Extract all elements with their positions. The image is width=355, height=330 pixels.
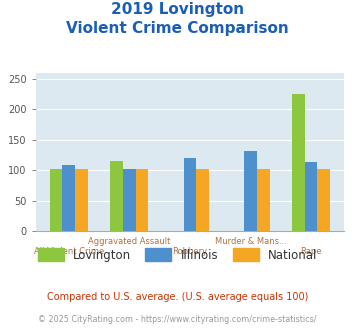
Bar (50, 170, 62, 231)
Bar (292, 94, 305, 231)
Bar (196, 169, 209, 231)
Text: Robbery: Robbery (173, 247, 207, 256)
Bar (244, 151, 257, 231)
Text: © 2025 CityRating.com - https://www.cityrating.com/crime-statistics/: © 2025 CityRating.com - https://www.city… (38, 315, 317, 324)
Text: All Violent Crime: All Violent Crime (34, 247, 104, 256)
Bar (123, 170, 136, 231)
Bar (257, 170, 269, 231)
Legend: Lovington, Illinois, National: Lovington, Illinois, National (33, 244, 322, 266)
Bar (184, 158, 196, 231)
Text: Rape: Rape (300, 247, 322, 256)
Bar (317, 170, 330, 231)
Bar (305, 162, 317, 231)
Bar (75, 170, 88, 231)
Text: Aggravated Assault: Aggravated Assault (88, 237, 170, 246)
Bar (62, 165, 75, 231)
Text: Violent Crime Comparison: Violent Crime Comparison (66, 21, 289, 36)
Text: Murder & Mans...: Murder & Mans... (214, 237, 286, 246)
Bar (136, 170, 148, 231)
Text: 2019 Lovington: 2019 Lovington (111, 2, 244, 16)
Text: Compared to U.S. average. (U.S. average equals 100): Compared to U.S. average. (U.S. average … (47, 292, 308, 302)
Bar (110, 161, 123, 231)
